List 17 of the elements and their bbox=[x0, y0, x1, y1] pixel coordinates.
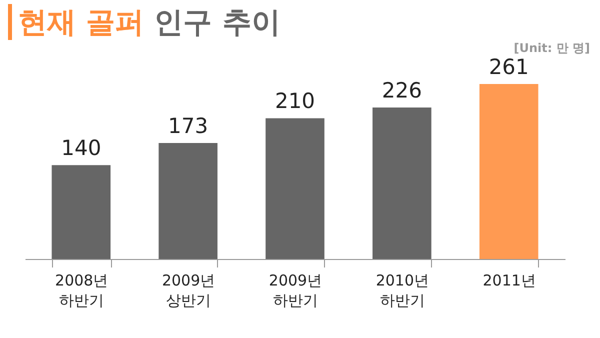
bar bbox=[158, 143, 218, 259]
x-tick-label: 2011년 bbox=[482, 272, 536, 290]
chart-title: 현재 골퍼 인구 추이 bbox=[18, 5, 280, 39]
data-label: 173 bbox=[168, 114, 208, 138]
data-label: 210 bbox=[274, 89, 316, 114]
x-tick-label: 2008년 하반기 bbox=[55, 272, 108, 310]
x-tick-label: 2010년 하반기 bbox=[376, 272, 430, 310]
x-tick-label: 2009년 상반기 bbox=[162, 272, 216, 310]
data-label: 261 bbox=[488, 55, 529, 79]
text: [Unit: 만 명] bbox=[514, 40, 590, 57]
bar bbox=[479, 84, 538, 259]
bar bbox=[266, 118, 324, 259]
x-tick-label: 2009년 하반기 bbox=[268, 272, 322, 310]
data-label: 226 bbox=[382, 78, 422, 102]
data-label: 140 bbox=[61, 136, 102, 160]
bar bbox=[52, 165, 111, 259]
bar bbox=[372, 107, 432, 259]
